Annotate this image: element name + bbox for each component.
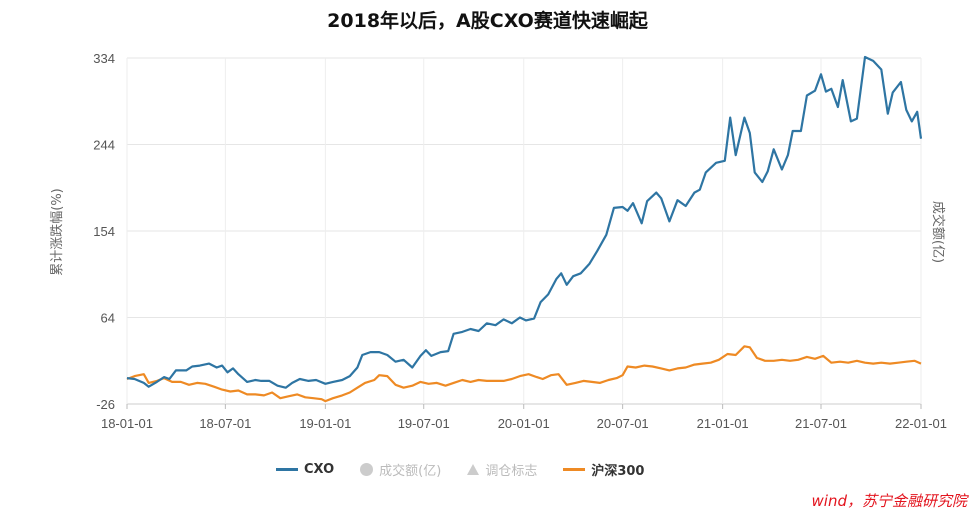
legend-swatch-cxo	[276, 467, 298, 471]
y-axis-label-right: 成交额(亿)	[930, 201, 946, 263]
y-tick-label: 64	[101, 311, 115, 326]
legend-label-turnover: 成交额(亿)	[379, 463, 442, 479]
series-line-hs300	[126, 345, 922, 403]
x-tick-label: 18-07-01	[199, 416, 251, 431]
series-lines	[126, 55, 923, 403]
circle-icon	[360, 462, 374, 476]
x-tick-label: 21-07-01	[795, 416, 847, 431]
y-tick-label: 244	[93, 138, 115, 153]
grid-lines	[126, 57, 922, 409]
y-tick-labels: -26 64 154 244 334	[93, 51, 115, 412]
legend-swatch-hs300	[563, 467, 586, 471]
legend-item-rebalance[interactable]: 调仓标志	[467, 460, 537, 479]
legend-item-cxo[interactable]: CXO	[276, 462, 334, 477]
legend: CXO 成交额(亿) 调仓标志 沪深300	[276, 459, 670, 479]
x-tick-label: 20-01-01	[498, 416, 550, 431]
x-tick-label: 22-01-01	[895, 416, 947, 431]
legend-label-hs300: 沪深300	[591, 463, 645, 479]
x-tick-label: 20-07-01	[597, 416, 649, 431]
y-tick-label: 334	[93, 51, 115, 66]
x-tick-label: 21-01-01	[697, 416, 749, 431]
x-tick-label: 19-07-01	[398, 416, 450, 431]
triangle-icon	[467, 463, 480, 475]
x-tick-label: 19-01-01	[299, 416, 351, 431]
legend-item-hs300[interactable]: 沪深300	[563, 460, 644, 479]
x-tick-label: 18-01-01	[101, 416, 153, 431]
x-tick-labels: 18-01-01 18-07-01 19-01-01 19-07-01 20-01-01…	[101, 416, 947, 431]
legend-label-rebalance: 调仓标志	[485, 463, 538, 479]
legend-label-cxo: CXO	[304, 461, 335, 477]
y-axis-label-left: 累计涨跌幅(%)	[49, 188, 65, 276]
y-tick-label: -26	[96, 397, 115, 412]
chart-title: 2018年以后，A股CXO赛道快速崛起	[327, 10, 648, 32]
source-note: wind，苏宁金融研究院	[811, 492, 967, 510]
legend-item-turnover[interactable]: 成交额(亿)	[360, 460, 441, 479]
y-tick-label: 154	[93, 224, 115, 239]
series-line-cxo	[126, 55, 923, 389]
